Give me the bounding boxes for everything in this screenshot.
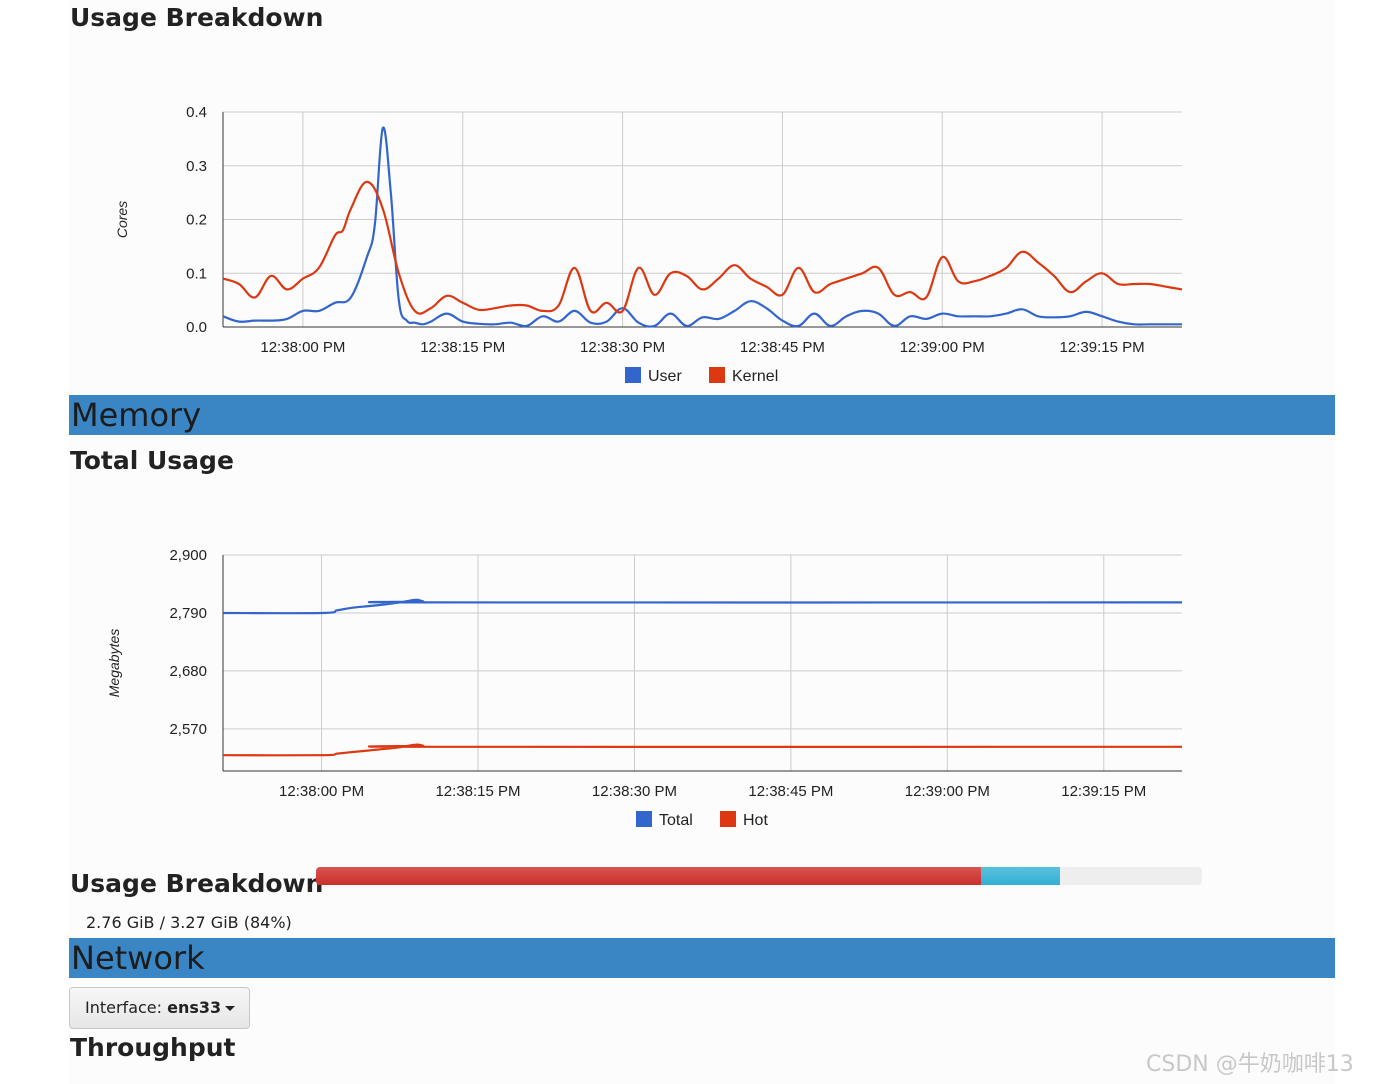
x-tick-label: 12:38:45 PM: [740, 339, 825, 356]
cpu-panel: [69, 0, 1335, 395]
legend-label-kernel: Kernel: [732, 368, 778, 385]
network-panel: [69, 977, 1335, 1084]
throughput-title: Throughput: [70, 1033, 236, 1062]
memory-hot-segment: [980, 867, 1061, 885]
series-line-user: [222, 126, 1182, 328]
y-tick-label: 0.3: [186, 158, 207, 175]
memory-usage-chart: 2,570 2,680 2,790 2,900 12:38:00 PM 12:38:15 …: [106, 547, 1183, 829]
x-tick-label: 12:39:00 PM: [900, 339, 985, 356]
cpu-breakdown-title: Usage Breakdown: [70, 3, 324, 32]
legend-swatch-kernel: [709, 367, 725, 383]
x-tick-label: 12:38:15 PM: [435, 783, 520, 800]
memory-breakdown-title: Usage Breakdown: [70, 869, 324, 898]
x-tick-label: 12:38:00 PM: [279, 783, 364, 800]
memory-section-banner: Memory: [69, 395, 1335, 435]
caret-down-icon: [225, 1006, 235, 1011]
memory-section-title: Memory: [71, 396, 202, 434]
x-tick-label: 12:38:00 PM: [260, 339, 345, 356]
x-tick-label: 12:38:45 PM: [748, 783, 833, 800]
x-tick-label: 12:39:15 PM: [1060, 339, 1145, 356]
x-tick-label: 12:38:15 PM: [420, 339, 505, 356]
legend-swatch-user: [625, 367, 641, 383]
y-axis-title: Megabytes: [106, 629, 122, 697]
y-tick-label: 2,900: [169, 547, 207, 564]
y-tick-label: 0.1: [186, 265, 207, 282]
interface-dropdown-value: ens33: [167, 998, 222, 1017]
x-tick-label: 12:39:15 PM: [1061, 783, 1146, 800]
memory-breakdown-text: 2.76 GiB / 3.27 GiB (84%): [86, 913, 292, 932]
y-tick-label: 0.2: [186, 212, 207, 229]
series-line-kernel: [222, 180, 1183, 315]
cpu-usage-chart: 0.0 0.1 0.2 0.3 0.4 12:38:00 PM 12:38:15 PM 12:…: [114, 104, 1183, 385]
legend-swatch-hot: [720, 811, 736, 827]
interface-dropdown[interactable]: Interface: ens33: [69, 987, 250, 1029]
interface-dropdown-label: Interface:: [85, 998, 163, 1017]
watermark-text: CSDN @牛奶咖啡13: [1146, 1052, 1354, 1077]
y-tick-label: 2,570: [169, 721, 207, 738]
y-tick-label: 0.0: [186, 319, 207, 336]
legend-label-hot: Hot: [743, 812, 768, 829]
memory-panel: [69, 435, 1335, 938]
x-tick-label: 12:38:30 PM: [580, 339, 665, 356]
y-axis-title: Cores: [114, 201, 130, 238]
network-section-banner: Network: [69, 938, 1335, 978]
legend-label-user: User: [648, 368, 682, 385]
series-line-total: [222, 598, 1183, 615]
legend-label-total: Total: [659, 812, 693, 829]
y-tick-label: 2,680: [169, 663, 207, 680]
memory-used-segment: [316, 867, 981, 885]
x-tick-label: 12:39:00 PM: [905, 783, 990, 800]
x-tick-label: 12:38:30 PM: [592, 783, 677, 800]
y-tick-label: 0.4: [186, 104, 207, 121]
memory-total-usage-title: Total Usage: [70, 446, 234, 475]
series-line-hot: [222, 743, 1183, 757]
network-section-title: Network: [71, 939, 205, 977]
y-tick-label: 2,790: [169, 605, 207, 622]
memory-breakdown-bar: [316, 867, 1202, 885]
legend-swatch-total: [636, 811, 652, 827]
